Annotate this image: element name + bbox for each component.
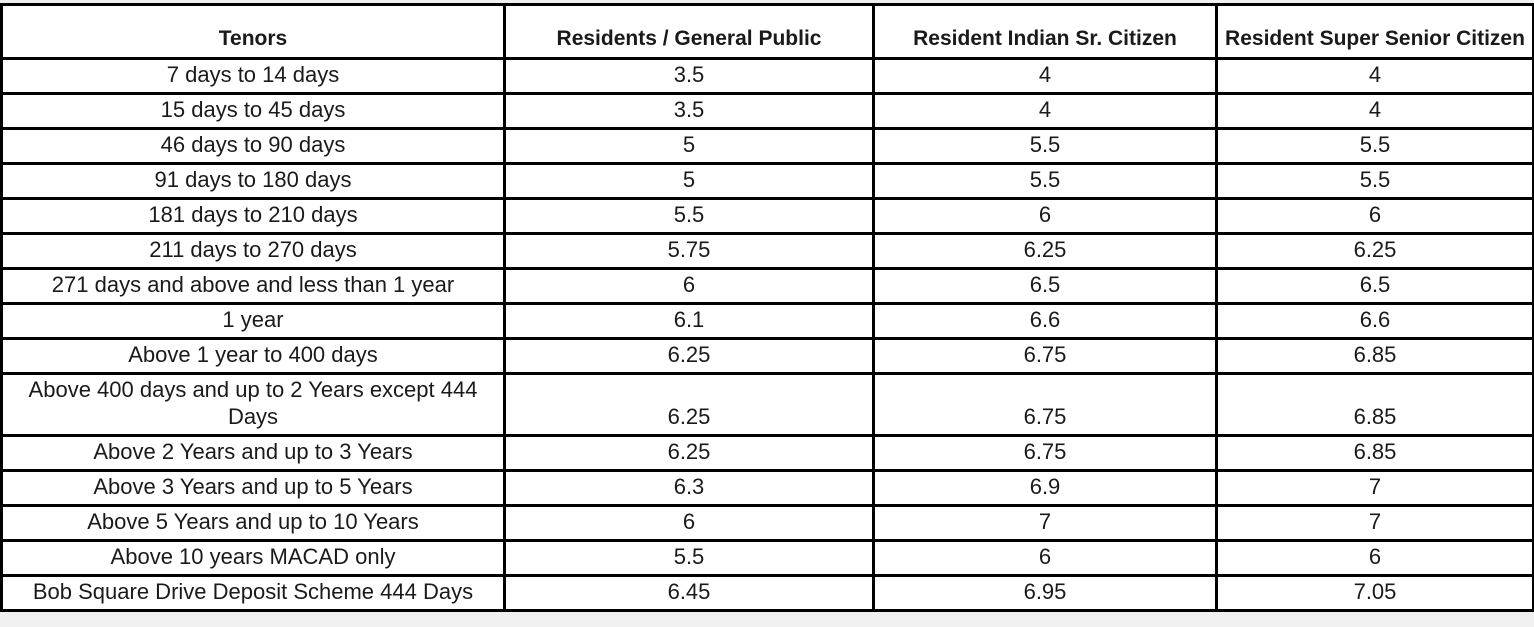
tenor-cell: 211 days to 270 days bbox=[0, 232, 506, 270]
rate-cell: 6.25 bbox=[1215, 232, 1534, 270]
table-row: 181 days to 210 days 5.5 6 6 bbox=[0, 197, 1534, 235]
header-row: Tenors Residents / General Public Reside… bbox=[0, 3, 1534, 60]
table-row: Above 3 Years and up to 5 Years 6.3 6.9 … bbox=[0, 469, 1534, 507]
table-row: Bob Square Drive Deposit Scheme 444 Days… bbox=[0, 574, 1534, 612]
rate-cell: 7 bbox=[1215, 469, 1534, 507]
rate-cell: 6.85 bbox=[1215, 372, 1534, 437]
rate-cell: 6 bbox=[503, 267, 875, 305]
rate-cell: 6.95 bbox=[872, 574, 1218, 612]
rate-cell: 5.5 bbox=[503, 197, 875, 235]
rate-cell: 7 bbox=[1215, 504, 1534, 542]
rate-cell: 6.5 bbox=[872, 267, 1218, 305]
table-row: Above 400 days and up to 2 Years except … bbox=[0, 372, 1534, 437]
rate-cell: 6.85 bbox=[1215, 434, 1534, 472]
tenor-cell: 15 days to 45 days bbox=[0, 92, 506, 130]
tenor-cell: Above 2 Years and up to 3 Years bbox=[0, 434, 506, 472]
rate-cell: 5 bbox=[503, 127, 875, 165]
rate-cell: 6.1 bbox=[503, 302, 875, 340]
tenor-cell: 181 days to 210 days bbox=[0, 197, 506, 235]
table-row: 271 days and above and less than 1 year … bbox=[0, 267, 1534, 305]
rate-cell: 5.5 bbox=[503, 539, 875, 577]
rate-cell: 4 bbox=[1215, 92, 1534, 130]
rate-cell: 6 bbox=[872, 539, 1218, 577]
tenor-cell: Above 400 days and up to 2 Years except … bbox=[0, 372, 506, 437]
rate-cell: 6.25 bbox=[503, 337, 875, 375]
table-row: 1 year 6.1 6.6 6.6 bbox=[0, 302, 1534, 340]
table-row: Above 5 Years and up to 10 Years 6 7 7 bbox=[0, 504, 1534, 542]
tenor-cell: 1 year bbox=[0, 302, 506, 340]
tenor-cell: Bob Square Drive Deposit Scheme 444 Days bbox=[0, 574, 506, 612]
rate-cell: 5.5 bbox=[1215, 162, 1534, 200]
column-header-sr-citizen: Resident Indian Sr. Citizen bbox=[872, 3, 1218, 60]
rate-cell: 7.05 bbox=[1215, 574, 1534, 612]
rate-cell: 5.5 bbox=[1215, 127, 1534, 165]
rate-cell: 6.6 bbox=[872, 302, 1218, 340]
column-header-general-public: Residents / General Public bbox=[503, 3, 875, 60]
table-row: Above 1 year to 400 days 6.25 6.75 6.85 bbox=[0, 337, 1534, 375]
table-row: 91 days to 180 days 5 5.5 5.5 bbox=[0, 162, 1534, 200]
rate-cell: 6 bbox=[1215, 539, 1534, 577]
table-row: 7 days to 14 days 3.5 4 4 bbox=[0, 57, 1534, 95]
tenor-cell: Above 1 year to 400 days bbox=[0, 337, 506, 375]
table-row: 15 days to 45 days 3.5 4 4 bbox=[0, 92, 1534, 130]
rate-cell: 3.5 bbox=[503, 92, 875, 130]
rate-cell: 4 bbox=[872, 57, 1218, 95]
tenor-cell: 91 days to 180 days bbox=[0, 162, 506, 200]
table-row: Above 2 Years and up to 3 Years 6.25 6.7… bbox=[0, 434, 1534, 472]
table-row: Above 10 years MACAD only 5.5 6 6 bbox=[0, 539, 1534, 577]
rate-cell: 5.5 bbox=[872, 162, 1218, 200]
rate-cell: 6.25 bbox=[872, 232, 1218, 270]
rate-cell: 6.9 bbox=[872, 469, 1218, 507]
rate-cell: 5.75 bbox=[503, 232, 875, 270]
rate-cell: 6.5 bbox=[1215, 267, 1534, 305]
table-row: 46 days to 90 days 5 5.5 5.5 bbox=[0, 127, 1534, 165]
rate-cell: 4 bbox=[872, 92, 1218, 130]
rate-cell: 4 bbox=[1215, 57, 1534, 95]
deposit-rates-table: Tenors Residents / General Public Reside… bbox=[0, 3, 1534, 612]
table-row: 211 days to 270 days 5.75 6.25 6.25 bbox=[0, 232, 1534, 270]
rate-cell: 6.3 bbox=[503, 469, 875, 507]
tenor-cell: Above 5 Years and up to 10 Years bbox=[0, 504, 506, 542]
rate-cell: 6.6 bbox=[1215, 302, 1534, 340]
rate-cell: 6.25 bbox=[503, 434, 875, 472]
rate-cell: 5.5 bbox=[872, 127, 1218, 165]
rate-cell: 6.85 bbox=[1215, 337, 1534, 375]
column-header-super-senior-citizen: Resident Super Senior Citizen bbox=[1215, 3, 1534, 60]
rate-cell: 6.25 bbox=[503, 372, 875, 437]
column-header-tenors: Tenors bbox=[0, 3, 506, 60]
rate-cell: 3.5 bbox=[503, 57, 875, 95]
rate-cell: 6.45 bbox=[503, 574, 875, 612]
rate-cell: 6 bbox=[1215, 197, 1534, 235]
tenor-cell: Above 3 Years and up to 5 Years bbox=[0, 469, 506, 507]
tenor-cell: Above 10 years MACAD only bbox=[0, 539, 506, 577]
tenor-cell: 271 days and above and less than 1 year bbox=[0, 267, 506, 305]
rate-cell: 6.75 bbox=[872, 337, 1218, 375]
tenor-cell: 7 days to 14 days bbox=[0, 57, 506, 95]
rate-cell: 6.75 bbox=[872, 434, 1218, 472]
rate-cell: 6.75 bbox=[872, 372, 1218, 437]
rate-cell: 6 bbox=[503, 504, 875, 542]
rate-cell: 6 bbox=[872, 197, 1218, 235]
tenor-cell: 46 days to 90 days bbox=[0, 127, 506, 165]
rate-cell: 5 bbox=[503, 162, 875, 200]
rate-cell: 7 bbox=[872, 504, 1218, 542]
